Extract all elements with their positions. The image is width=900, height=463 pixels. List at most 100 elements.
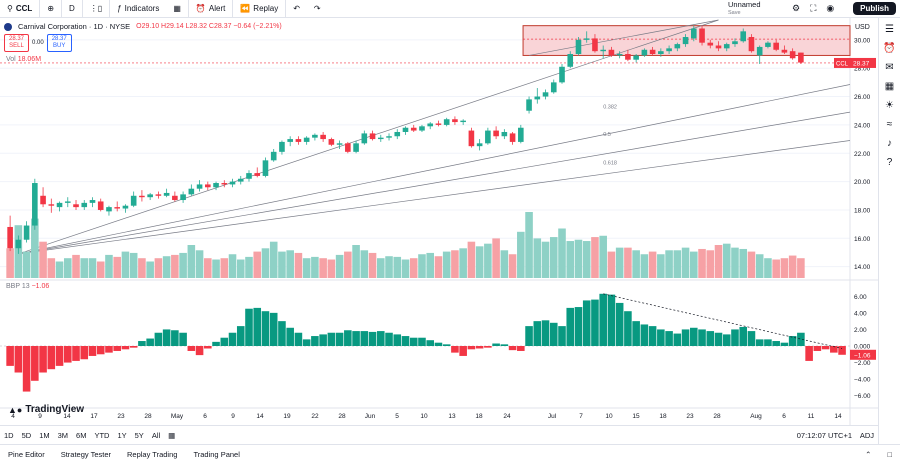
date-range-icon[interactable]: ▦ (168, 430, 176, 440)
timeframe-1y[interactable]: 1Y (117, 430, 127, 440)
candle-body (213, 183, 219, 188)
bbp-bar (813, 346, 822, 351)
notifications-icon[interactable]: ♪ (887, 138, 892, 149)
bbp-bar (187, 346, 196, 351)
settings-icon[interactable]: ⚙ (792, 3, 801, 13)
bbp-bar (475, 346, 484, 349)
bbp-bar (6, 346, 14, 366)
candle-body (583, 38, 590, 40)
volume-bar (517, 231, 525, 278)
timeframe-1d[interactable]: 1D (4, 430, 14, 440)
interval-button[interactable]: D (61, 0, 82, 17)
time-tick-label: 4 (11, 413, 15, 420)
volume-bar (212, 259, 220, 278)
bbp-bar (500, 344, 509, 346)
volume-bar (171, 254, 179, 278)
tab-replay-trading[interactable]: Replay Trading (127, 449, 178, 459)
candle-body (377, 137, 384, 140)
candles (7, 25, 804, 254)
bbp-bar (764, 339, 772, 346)
spread-value: 0.00 (32, 40, 44, 46)
tab-trading-panel[interactable]: Trading Panel (193, 449, 240, 459)
candle-body (658, 51, 664, 55)
indicators-label: Indicators (124, 4, 160, 13)
indicators-button[interactable]: ƒ Indicators (109, 0, 166, 17)
collapse-panel-icon[interactable]: ⌃ (865, 449, 872, 459)
volume-bar (665, 250, 673, 278)
layout-name-button[interactable]: Unnamed Save (728, 1, 761, 17)
volume-bar (146, 261, 154, 278)
volume-bar (690, 251, 698, 278)
candle-body (353, 143, 359, 152)
candle-body (410, 127, 417, 131)
volume-bar (195, 250, 204, 278)
bbp-tick-label: −6.00 (854, 393, 871, 400)
candle-body (262, 160, 269, 176)
price-tick-label: 20.00 (854, 179, 871, 186)
time-tick-label: 5 (395, 413, 399, 420)
volume-bar (352, 245, 360, 278)
fib-fan: 0.382 0.5 0.618 (18, 19, 851, 255)
sell-button[interactable]: 28.37 SELL (4, 34, 30, 52)
buy-button[interactable]: 28.37 BUY (46, 34, 72, 52)
chat-icon[interactable]: ✉ (885, 62, 894, 73)
volume-bar (451, 250, 459, 278)
volume-bar (731, 247, 739, 278)
plus-circle-icon: ⊕ (47, 4, 55, 13)
watchlist-icon[interactable]: ☰ (885, 24, 894, 35)
help-icon[interactable]: ? (886, 157, 893, 168)
time-tick-label: 24 (503, 413, 511, 420)
adj-toggle[interactable]: ADJ (859, 430, 874, 440)
candle-body (279, 141, 285, 152)
time-tick-label: 14 (63, 413, 71, 420)
timeframe-ytd[interactable]: YTD (94, 430, 110, 440)
camera-icon[interactable]: ◉ (826, 3, 835, 13)
publish-button[interactable]: Publish (853, 2, 896, 15)
alerts-icon[interactable]: ⏰ (883, 43, 896, 54)
templates-button[interactable]: ▦ (166, 0, 188, 17)
timeframe-3m[interactable]: 3M (57, 430, 69, 440)
bbp-bar (113, 346, 121, 351)
bbp-tick-label: −2.00 (854, 360, 871, 367)
price-tick-label: 22.00 (854, 151, 871, 158)
bbp-bar (171, 330, 179, 346)
bbp-bar (228, 332, 237, 346)
compare-symbol-button[interactable]: ⊕ (39, 0, 61, 17)
candle-body (592, 38, 598, 52)
timeframe-6m[interactable]: 6M (76, 430, 87, 440)
fullscreen-icon[interactable]: ⛶ (810, 3, 817, 13)
calendar-icon[interactable]: ▦ (884, 81, 895, 92)
candle-body (64, 201, 71, 203)
chart-type-button[interactable]: ⋮▯ (81, 0, 109, 17)
candle-body (649, 49, 656, 55)
bbp-bar (706, 331, 715, 346)
candle-body (789, 51, 796, 59)
bbp-bar (722, 334, 731, 346)
symbol-search-button[interactable]: ⚲ CCL (0, 0, 39, 17)
signal-icon[interactable]: ≈ (886, 119, 893, 130)
time-tick-label: 6 (782, 413, 786, 420)
timeframe-5y[interactable]: 5Y (134, 430, 144, 440)
replay-button[interactable]: ⏪ Replay (232, 0, 285, 17)
timeframe-1m[interactable]: 1M (39, 430, 50, 440)
undo-button[interactable]: ↶ (285, 0, 307, 17)
candle-body (56, 202, 63, 208)
timeframe-all[interactable]: All (151, 430, 161, 440)
chart-grid (0, 18, 878, 425)
axes: USD 30.00 28.00 26.00 24.00 22.00 20.00 18.00 16… (11, 24, 876, 420)
tab-strategy-tester[interactable]: Strategy Tester (60, 449, 111, 459)
ideas-icon[interactable]: ☀ (885, 100, 894, 111)
maximize-panel-icon[interactable]: □ (887, 449, 892, 459)
candle-body (312, 134, 318, 138)
bbp-bar (294, 332, 303, 346)
candle-body (15, 239, 22, 249)
tab-pine-editor[interactable]: Pine Editor (8, 449, 45, 459)
volume-bar (442, 251, 451, 278)
volume-legend: Vol 18.06M (6, 56, 41, 63)
volume-bar (294, 252, 303, 278)
alert-button[interactable]: ⏰ Alert (187, 0, 232, 17)
candle-body (452, 119, 458, 123)
redo-button[interactable]: ↷ (307, 0, 328, 17)
timeframe-5d[interactable]: 5D (21, 430, 32, 440)
